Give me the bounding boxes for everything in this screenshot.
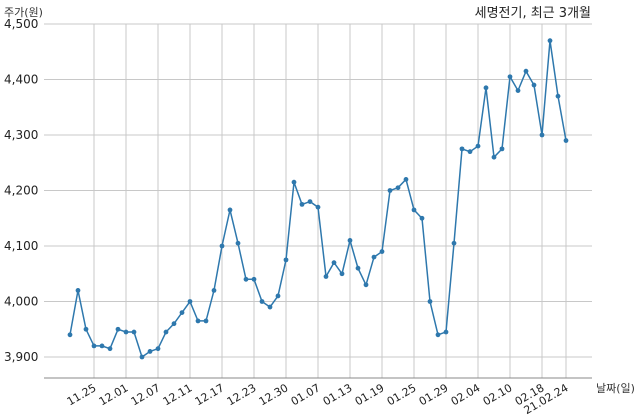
data-point <box>147 349 153 354</box>
data-point <box>339 271 345 277</box>
data-point <box>395 185 401 191</box>
data-point <box>403 177 409 182</box>
data-point <box>427 299 433 304</box>
data-point <box>499 146 505 152</box>
data-point <box>419 215 425 221</box>
data-point <box>539 132 545 138</box>
x-axis-label: 날짜(일) <box>596 381 635 395</box>
data-point <box>515 88 521 93</box>
data-point <box>75 288 81 293</box>
x-tick-label: 01.25 <box>385 381 419 408</box>
data-point <box>371 254 377 260</box>
data-point <box>443 329 449 335</box>
data-point <box>547 38 553 44</box>
data-point <box>323 274 329 279</box>
data-point <box>467 149 473 155</box>
data-point <box>267 304 273 310</box>
x-tick-label: 12.01 <box>97 381 131 408</box>
x-tick-label: 01.29 <box>417 381 451 408</box>
data-point <box>475 143 481 149</box>
data-point <box>531 82 537 88</box>
data-point <box>107 346 113 352</box>
data-point <box>307 199 313 205</box>
x-tick-label: 02.10 <box>481 381 515 408</box>
x-tick-label: 12.30 <box>257 381 291 408</box>
data-point <box>451 240 457 246</box>
data-point <box>355 265 361 271</box>
data-point <box>291 179 297 185</box>
data-point <box>435 332 441 338</box>
y-tick-label: 4,100 <box>4 239 38 253</box>
data-point <box>299 201 305 207</box>
data-point <box>483 85 489 91</box>
data-point <box>283 257 289 263</box>
x-tick-label: 01.07 <box>289 381 323 408</box>
data-point <box>331 260 337 266</box>
grid-lines <box>44 23 592 378</box>
data-point <box>139 354 145 360</box>
x-tick-label: 01.19 <box>353 381 387 408</box>
x-tick-label: 02.04 <box>449 381 483 408</box>
data-point <box>123 329 129 335</box>
data-point <box>227 207 233 213</box>
x-axis-ticks: 11.2512.0112.0712.1112.1712.2312.3001.07… <box>65 381 571 417</box>
data-point <box>155 346 161 352</box>
data-point <box>259 299 265 304</box>
data-point <box>379 249 385 254</box>
data-point <box>99 343 105 349</box>
data-point <box>251 276 257 282</box>
x-tick-label: 12.11 <box>161 381 195 408</box>
y-axis-label: 주가(원) <box>4 6 43 19</box>
data-point <box>347 238 353 243</box>
data-point <box>387 188 393 193</box>
data-point <box>243 276 249 282</box>
data-point <box>363 282 369 288</box>
y-tick-label: 4,500 <box>4 17 38 31</box>
chart-title: 세명전기, 최근 3개월 <box>475 6 591 21</box>
data-point <box>507 74 513 80</box>
x-tick-label: 12.23 <box>225 381 259 408</box>
x-tick-label: 12.07 <box>129 381 163 408</box>
data-point <box>203 318 209 324</box>
data-point <box>275 293 281 299</box>
x-tick-label: 11.25 <box>65 381 99 408</box>
price-points <box>67 38 569 360</box>
y-axis-ticks: 3,900 4,000 4,100 4,200 4,300 4,400 4,500 <box>4 17 38 364</box>
x-tick-label: 01.13 <box>321 381 355 408</box>
y-tick-label: 4,000 <box>4 295 38 309</box>
y-tick-label: 3,900 <box>4 350 38 364</box>
data-point <box>187 299 193 304</box>
data-point <box>563 138 569 143</box>
data-point <box>555 93 561 99</box>
y-tick-label: 4,200 <box>4 184 38 198</box>
data-point <box>211 288 217 293</box>
data-point <box>67 332 73 338</box>
y-tick-label: 4,400 <box>4 73 38 87</box>
y-tick-label: 4,300 <box>4 128 38 142</box>
data-point <box>219 243 225 249</box>
data-point <box>459 146 465 152</box>
data-point <box>195 318 201 324</box>
data-point <box>91 343 97 349</box>
data-point <box>115 326 121 332</box>
data-point <box>411 207 417 213</box>
data-point <box>131 329 137 335</box>
data-point <box>235 240 241 246</box>
data-point <box>523 68 529 74</box>
data-point <box>163 329 169 335</box>
data-point <box>171 321 177 327</box>
x-tick-label: 12.17 <box>193 381 227 408</box>
data-point <box>83 326 89 332</box>
data-point <box>179 310 185 315</box>
data-point <box>491 154 497 160</box>
data-point <box>315 204 321 210</box>
